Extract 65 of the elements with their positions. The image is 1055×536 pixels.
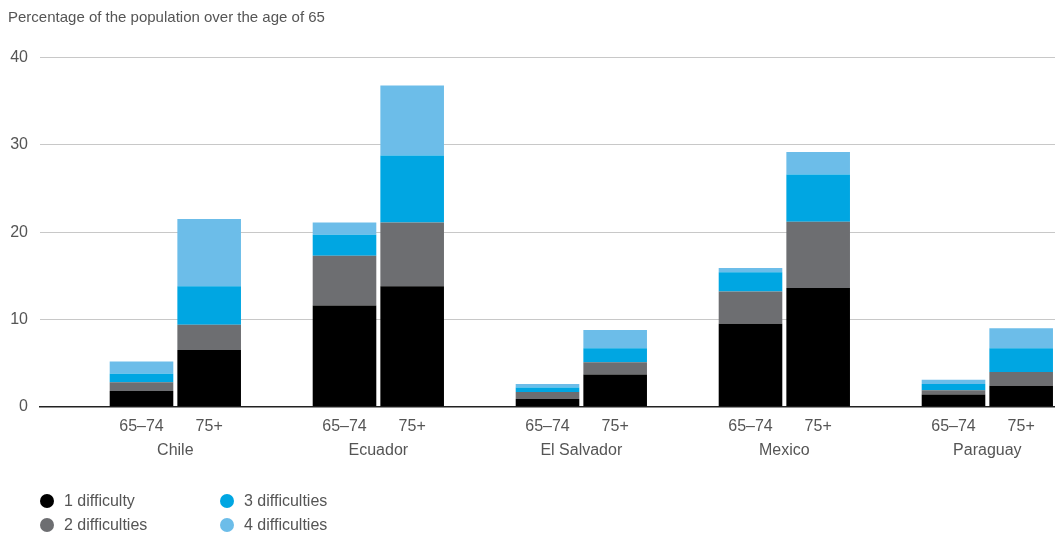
bar bbox=[312, 234, 377, 256]
text: Mexico bbox=[758, 441, 810, 459]
bar bbox=[109, 391, 174, 407]
bar bbox=[583, 362, 647, 375]
bar bbox=[786, 221, 850, 289]
bar bbox=[718, 267, 783, 273]
bar bbox=[380, 286, 444, 407]
bar bbox=[515, 391, 580, 399]
x-tick-label: 75+ bbox=[195, 416, 223, 434]
y-tick-label: 30 bbox=[10, 135, 29, 153]
bar bbox=[989, 371, 1053, 386]
y-tick-label: 10 bbox=[10, 309, 29, 327]
x-tick-label: 75+ bbox=[804, 416, 832, 434]
bar bbox=[380, 155, 444, 223]
bar bbox=[312, 222, 377, 235]
x-tick-label: 65–74 bbox=[728, 416, 773, 434]
bar bbox=[109, 373, 174, 383]
bar bbox=[177, 219, 241, 287]
bar bbox=[989, 348, 1053, 372]
bar bbox=[786, 288, 850, 407]
y-tick-label: 0 bbox=[19, 397, 29, 415]
legend-label: 4 difficulties bbox=[244, 516, 328, 534]
bar bbox=[921, 394, 986, 407]
bar bbox=[786, 151, 850, 175]
bar bbox=[312, 305, 377, 407]
bar bbox=[583, 374, 647, 407]
bar bbox=[109, 382, 174, 392]
bar bbox=[109, 361, 174, 374]
bar bbox=[380, 85, 444, 156]
x-tick-label: 75+ bbox=[398, 416, 426, 434]
x-tick-label: 75+ bbox=[601, 416, 629, 434]
x-tick-label: 75+ bbox=[1007, 416, 1035, 434]
x-tick-label: 65–74 bbox=[525, 416, 570, 434]
bar bbox=[583, 348, 647, 363]
bar bbox=[177, 286, 241, 325]
legend-label: 2 difficulties bbox=[64, 516, 148, 534]
x-tick-label: 65–74 bbox=[119, 416, 164, 434]
bar bbox=[312, 255, 377, 306]
bar bbox=[515, 384, 580, 388]
bar bbox=[989, 328, 1053, 349]
bar bbox=[515, 387, 580, 392]
y-tick-label: 40 bbox=[10, 48, 29, 66]
legend-label: 1 difficulty bbox=[64, 492, 135, 510]
bar bbox=[718, 323, 783, 407]
y-axis-title: Percentage of the population over the age of 65 bbox=[8, 8, 325, 25]
text: Chile bbox=[157, 441, 194, 459]
bar bbox=[989, 385, 1053, 407]
bar bbox=[921, 384, 986, 391]
bar bbox=[718, 272, 783, 292]
bar bbox=[515, 398, 580, 407]
bar bbox=[177, 350, 241, 407]
bar bbox=[177, 324, 241, 351]
text: El Salvador bbox=[540, 441, 623, 459]
bar bbox=[921, 379, 986, 385]
x-tick-label: 65–74 bbox=[931, 416, 976, 434]
bar bbox=[921, 390, 986, 395]
y-tick-label: 20 bbox=[10, 222, 29, 240]
bar bbox=[583, 329, 647, 349]
text: Paraguay bbox=[953, 441, 1022, 459]
text: Ecuador bbox=[348, 441, 409, 459]
x-tick-label: 65–74 bbox=[322, 416, 367, 434]
bar bbox=[380, 222, 444, 287]
legend-label: 3 difficulties bbox=[244, 492, 328, 510]
bar bbox=[718, 291, 783, 324]
bar bbox=[786, 174, 850, 222]
